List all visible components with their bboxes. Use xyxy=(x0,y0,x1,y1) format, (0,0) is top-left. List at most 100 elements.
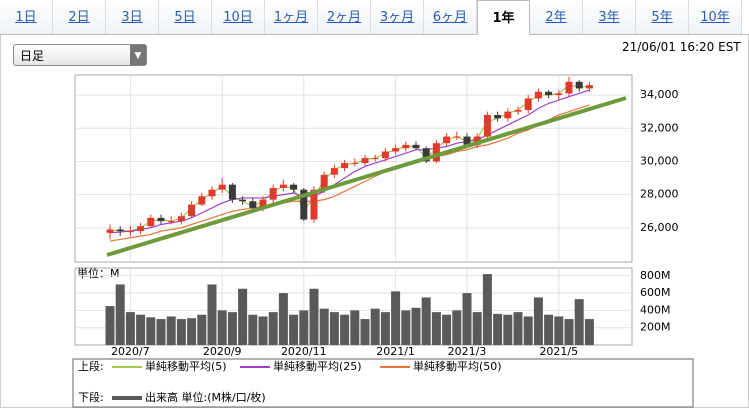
period-tab[interactable]: 1日 xyxy=(0,0,53,34)
candle-body xyxy=(269,187,277,200)
volume-bar xyxy=(207,284,217,345)
candle-body xyxy=(198,196,206,205)
volume-bar xyxy=(340,314,350,345)
period-tab[interactable]: 6ヶ月 xyxy=(424,0,477,34)
volume-bar xyxy=(523,316,533,345)
volume-bar xyxy=(574,299,584,345)
candle-body xyxy=(555,93,563,96)
candle-body xyxy=(320,174,328,190)
price-frame xyxy=(74,74,633,263)
y-tick-label: 400M xyxy=(640,303,671,316)
candle-body xyxy=(371,158,379,160)
candle-body xyxy=(341,163,349,169)
candle-body xyxy=(177,216,185,222)
candle-body xyxy=(157,217,165,222)
volume-bar xyxy=(472,312,482,345)
volume-bar xyxy=(544,314,554,345)
volume-bar xyxy=(421,297,431,345)
volume-bar xyxy=(319,308,329,345)
candle-body xyxy=(361,158,369,164)
volume-bar xyxy=(391,291,401,345)
candle-body xyxy=(443,136,451,144)
candle-body xyxy=(126,231,134,233)
period-tab[interactable]: 5日 xyxy=(159,0,212,34)
candle-body xyxy=(432,143,440,162)
volume-bar xyxy=(136,314,146,345)
period-tab[interactable]: 10年 xyxy=(689,0,742,34)
period-select[interactable]: 日足 ▼ xyxy=(13,44,147,66)
grid xyxy=(75,75,632,345)
volume-bar xyxy=(380,312,390,345)
candle-body xyxy=(208,189,216,197)
volume-bar xyxy=(370,308,380,345)
period-tab[interactable]: 3年 xyxy=(583,0,636,34)
volume-bar xyxy=(442,314,452,345)
candle-body xyxy=(300,189,308,220)
volume-bar xyxy=(411,307,421,345)
period-tab[interactable]: 1ヶ月 xyxy=(265,0,318,34)
y-tick-label: 30,000 xyxy=(640,154,679,167)
volume-bar xyxy=(350,310,360,345)
volume-bar xyxy=(513,312,523,345)
candle-body xyxy=(514,110,522,112)
volume-bar xyxy=(187,318,197,345)
period-tab[interactable]: 2年 xyxy=(530,0,583,34)
legend-label: 単純移動平均(5) xyxy=(145,359,227,373)
ma-line xyxy=(110,84,590,232)
candle-body xyxy=(279,184,287,188)
y-tick-label: 28,000 xyxy=(640,188,679,201)
period-tab[interactable]: 2ヶ月 xyxy=(318,0,371,34)
candle-body xyxy=(106,229,114,233)
volume-bar xyxy=(166,316,176,345)
volume-bar xyxy=(299,310,309,345)
y-tick-label: 32,000 xyxy=(640,121,679,134)
candle-body xyxy=(167,221,175,223)
candle-body xyxy=(249,201,257,208)
volume-bar xyxy=(309,288,319,345)
volume-bar xyxy=(115,284,125,345)
legend-volume-text: 出来高 単位:(M株/口/枚) xyxy=(145,390,266,404)
ma-line xyxy=(109,89,590,234)
candle-body xyxy=(585,85,593,89)
volume-bar xyxy=(176,319,186,345)
volume-bar xyxy=(289,314,299,345)
volume-bar xyxy=(217,310,227,345)
timestamp: 21/06/01 16:20 EST xyxy=(622,40,741,54)
candle-body xyxy=(392,148,400,152)
x-tick-label: 2021/1 xyxy=(376,345,415,358)
x-tick-label: 2021/5 xyxy=(539,345,578,358)
y-tick-label: 800M xyxy=(640,269,671,282)
volume-bar xyxy=(584,319,594,345)
volume-bar xyxy=(564,319,574,345)
volume-bar xyxy=(401,310,411,345)
volume-bar xyxy=(156,319,166,345)
dropdown-arrow: ▼ xyxy=(130,45,146,65)
y-tick-label: 600M xyxy=(640,286,671,299)
period-tab[interactable]: 2日 xyxy=(53,0,106,34)
candle-body xyxy=(565,81,573,94)
volume-bar xyxy=(258,316,268,345)
candle-body xyxy=(524,98,532,111)
volume-bar xyxy=(554,316,564,345)
x-tick-label: 2020/9 xyxy=(203,345,242,358)
period-tab[interactable]: 1年 xyxy=(477,0,530,35)
x-tick-label: 2021/3 xyxy=(448,345,487,358)
period-tab[interactable]: 3日 xyxy=(106,0,159,34)
candle-body xyxy=(330,168,338,175)
ma-line xyxy=(109,104,590,242)
candle-body xyxy=(290,184,298,190)
candle-body xyxy=(422,148,430,162)
period-tab[interactable]: 3ヶ月 xyxy=(371,0,424,34)
candle-body xyxy=(463,136,471,145)
candle-body xyxy=(534,91,542,99)
candle-body xyxy=(116,229,124,232)
volume-bar xyxy=(197,314,207,345)
volume-bar xyxy=(227,312,237,345)
candle-body xyxy=(504,111,512,119)
candle-body xyxy=(494,114,502,119)
legend-label: 単純移動平均(25) xyxy=(273,359,362,373)
volume-bar xyxy=(503,314,513,345)
candle-body xyxy=(310,189,318,220)
period-tab[interactable]: 5年 xyxy=(636,0,689,34)
period-tab[interactable]: 10日 xyxy=(212,0,265,34)
